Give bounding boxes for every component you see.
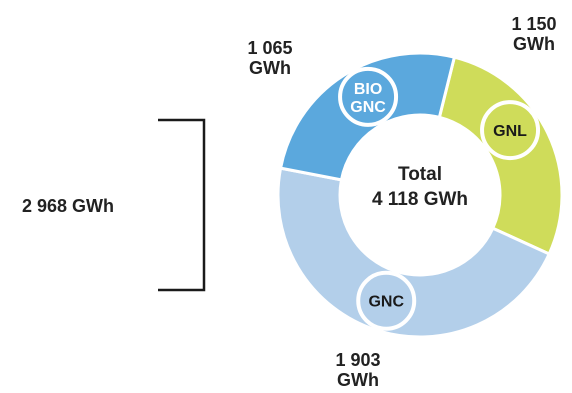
grouping-bracket	[158, 118, 206, 292]
total-label: Total 4 118 GWh	[355, 162, 485, 212]
slice-badge-circle	[356, 270, 417, 331]
slice-badge-label: GNC	[368, 294, 404, 311]
slice-badge-label: BIO	[354, 81, 382, 98]
total-value: 4 118 GWh	[371, 189, 469, 210]
value-label-gnc: 1 903 GWh	[335, 350, 381, 390]
slice-badge-circle	[480, 100, 541, 161]
value-label-gnl: 1 150 GWh	[511, 14, 557, 54]
slice-badge-label: GNC	[350, 99, 386, 116]
value-label-bio-gnc: 1 065 GWh	[247, 38, 293, 78]
slice-badge-label: GNL	[493, 123, 527, 140]
slice-badge-circle	[338, 66, 399, 127]
donut-slice-gnc	[276, 166, 552, 339]
bracket-label: 2 968 GWh	[22, 196, 115, 216]
total-title: Total	[398, 164, 442, 185]
